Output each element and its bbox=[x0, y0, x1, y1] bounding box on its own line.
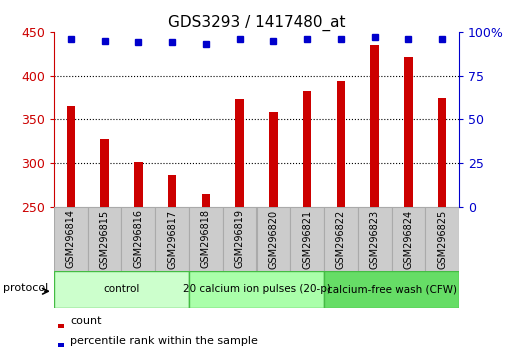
Text: GSM296821: GSM296821 bbox=[302, 209, 312, 269]
Bar bbox=[438, 98, 446, 207]
Bar bbox=[337, 81, 345, 207]
Bar bbox=[425, 207, 459, 271]
Text: GSM296825: GSM296825 bbox=[437, 209, 447, 269]
Text: GSM296824: GSM296824 bbox=[404, 209, 413, 269]
Bar bbox=[269, 113, 278, 207]
Text: GSM296818: GSM296818 bbox=[201, 210, 211, 268]
Text: 20 calcium ion pulses (20-p): 20 calcium ion pulses (20-p) bbox=[183, 284, 330, 295]
Bar bbox=[58, 343, 64, 347]
Bar bbox=[88, 207, 122, 271]
Text: GSM296816: GSM296816 bbox=[133, 210, 143, 268]
Text: protocol: protocol bbox=[3, 282, 48, 292]
Bar bbox=[58, 324, 64, 328]
Bar bbox=[256, 207, 290, 271]
Text: control: control bbox=[103, 284, 140, 295]
Bar bbox=[391, 207, 425, 271]
Text: GSM296822: GSM296822 bbox=[336, 209, 346, 269]
Text: count: count bbox=[70, 316, 102, 326]
Bar bbox=[370, 45, 379, 207]
Title: GDS3293 / 1417480_at: GDS3293 / 1417480_at bbox=[168, 14, 345, 30]
Bar bbox=[324, 271, 459, 308]
Bar bbox=[134, 162, 143, 207]
Bar bbox=[101, 139, 109, 207]
Bar bbox=[404, 57, 412, 207]
Text: GSM296819: GSM296819 bbox=[234, 210, 245, 268]
Bar bbox=[358, 207, 391, 271]
Bar bbox=[67, 106, 75, 207]
Bar bbox=[168, 175, 176, 207]
Bar bbox=[54, 271, 189, 308]
Bar bbox=[202, 194, 210, 207]
Bar bbox=[235, 99, 244, 207]
Text: percentile rank within the sample: percentile rank within the sample bbox=[70, 336, 258, 346]
Bar bbox=[122, 207, 155, 271]
Text: GSM296814: GSM296814 bbox=[66, 210, 76, 268]
Bar bbox=[223, 207, 256, 271]
Text: GSM296823: GSM296823 bbox=[370, 209, 380, 269]
Bar bbox=[303, 91, 311, 207]
Text: GSM296820: GSM296820 bbox=[268, 209, 279, 269]
Bar bbox=[54, 207, 88, 271]
Text: GSM296815: GSM296815 bbox=[100, 209, 109, 269]
Text: GSM296817: GSM296817 bbox=[167, 209, 177, 269]
Bar bbox=[290, 207, 324, 271]
Bar bbox=[155, 207, 189, 271]
Text: calcium-free wash (CFW): calcium-free wash (CFW) bbox=[327, 284, 457, 295]
Bar bbox=[324, 207, 358, 271]
Bar bbox=[189, 207, 223, 271]
Bar bbox=[189, 271, 324, 308]
